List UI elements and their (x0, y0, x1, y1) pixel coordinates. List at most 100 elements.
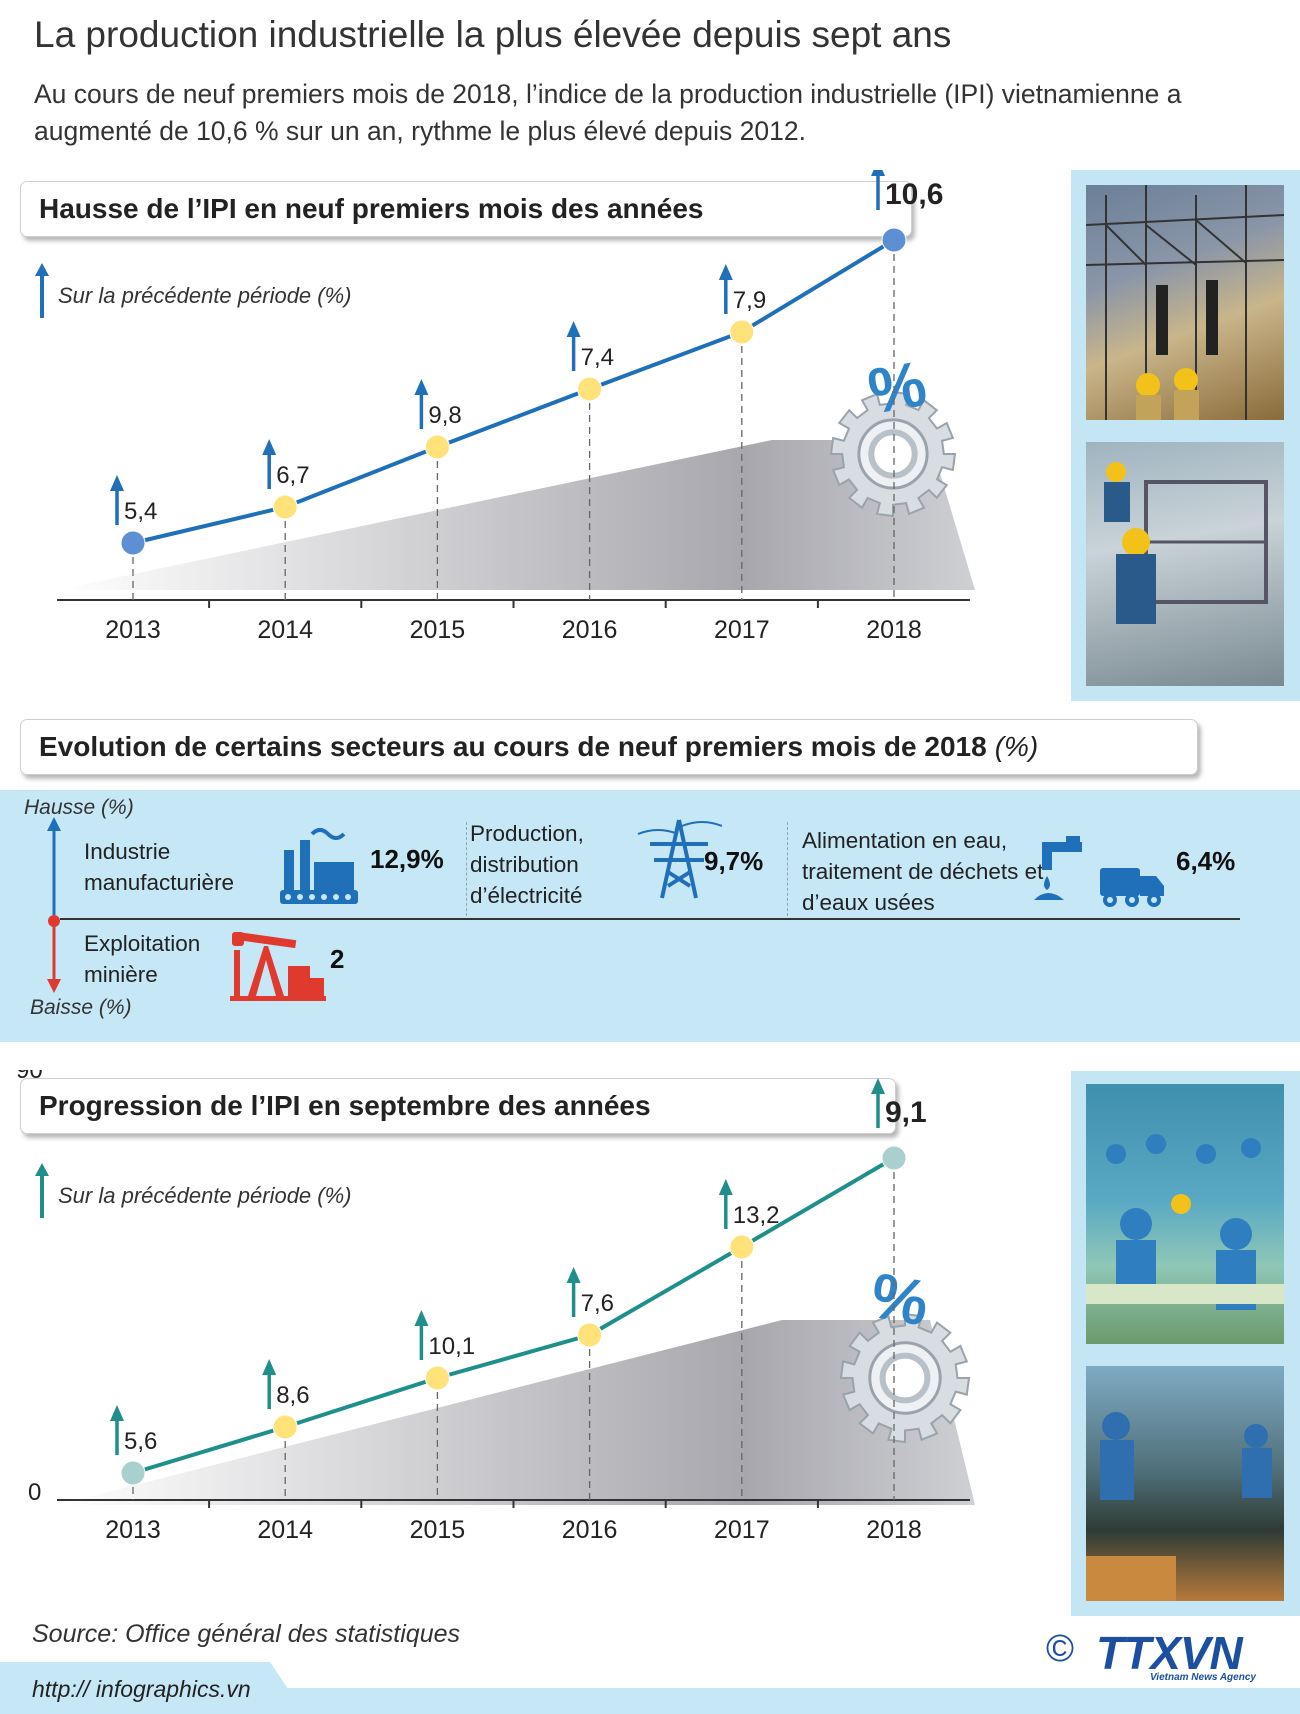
up-arrow-icon (47, 817, 61, 831)
sector-manufacturing-label: Industrie manufacturière (84, 839, 235, 895)
data-label: 9,1 (885, 1096, 927, 1129)
section3-title: Progression de l’IPI en septembre des an… (39, 1090, 651, 1121)
data-label: 6,7 (276, 462, 309, 489)
factory-icon (280, 828, 358, 904)
oil-pump-icon (230, 931, 326, 1001)
data-label: 13,2 (733, 1202, 780, 1229)
photo-electric-substation (1086, 185, 1284, 420)
legend-arrow-icon (33, 1162, 51, 1225)
data-label: 10,1 (428, 1333, 475, 1360)
chart1-svg: % 2013 2014 2015 2016 2017 2018 5,4 6,7 9,8 7,4 7,9… (57, 170, 975, 644)
down-arrow-icon (47, 979, 61, 993)
sector-mining-label: Exploitation minière (84, 931, 201, 987)
sector-electricity-label: Production, distribution d’électricité (470, 821, 584, 908)
background-slope (57, 440, 975, 590)
data-label: 5,4 (124, 498, 157, 525)
copyright-symbol: © (1046, 1628, 1074, 1670)
series-line (132, 238, 896, 545)
photo-panel-bottom (1071, 1071, 1300, 1616)
agency-sub: Vietnam News Agency (1150, 1672, 1256, 1683)
x-tick-label: 2018 (866, 616, 922, 644)
up-arrow-icon (110, 1405, 124, 1455)
section3-legend: Sur la précédente période (%) (58, 1183, 352, 1208)
chart2-svg: % 2013 2014 2015 2016 2017 2018 5,6 8,6 10,1 7,6 13… (16, 1070, 975, 1544)
down-label: Baisse (%) (30, 996, 132, 1019)
x-tick-label: 2017 (714, 1516, 770, 1544)
data-label: 8,6 (276, 1382, 309, 1409)
section1-title: Hausse de l’IPI en neuf premiers mois de… (39, 193, 704, 224)
page-subtitle: Au cours de neuf premiers mois de 2018, … (34, 79, 1182, 146)
data-point (272, 1414, 298, 1440)
photo-food-processing (1086, 1084, 1284, 1344)
data-point (729, 319, 755, 345)
water-truck-icon (1034, 836, 1164, 907)
section2-unit: (%) (994, 731, 1039, 762)
photo-panel-top (1071, 170, 1300, 701)
x-tick-label: 2017 (714, 616, 770, 644)
up-arrow-icon (566, 1267, 581, 1317)
data-point (729, 1234, 755, 1260)
data-point (424, 434, 450, 460)
x-tick-label: 2013 (105, 1516, 161, 1544)
sector-electricity-value: 9,7% (704, 846, 764, 876)
section2-title-box: Evolution de certains secteurs au cours … (20, 719, 1198, 775)
y-tick-label: 90 (16, 1070, 43, 1084)
photo-car-factory (1086, 442, 1284, 686)
x-tick-label: 2015 (410, 1516, 466, 1544)
up-arrow-icon (871, 1078, 885, 1128)
website-link[interactable]: http:// infographics.vn (32, 1676, 251, 1702)
sector-water-label: Alimentation en eau, traitement de déche… (802, 828, 1044, 915)
factory-workers-icon (1104, 462, 1268, 624)
data-label: 5,6 (124, 1428, 157, 1455)
y-tick-label: 0 (28, 1479, 41, 1506)
up-arrow-icon (718, 264, 733, 314)
data-point (577, 1322, 603, 1348)
source-text: Source: Office général des statistiques (32, 1620, 461, 1648)
x-tick-label: 2014 (257, 1516, 313, 1544)
percent-icon: % (866, 1259, 935, 1340)
up-arrow-icon (110, 475, 124, 525)
data-label: 10,6 (885, 178, 943, 211)
sorting-workers-icon (1086, 1412, 1272, 1601)
up-arrow-icon (718, 1179, 733, 1229)
section1-title-box: Hausse de l’IPI en neuf premiers mois de… (20, 181, 912, 237)
series-line (132, 1156, 896, 1475)
gear-icon (829, 390, 957, 518)
data-label: 7,6 (581, 1290, 614, 1317)
direction-axis (47, 817, 61, 993)
data-point (881, 227, 907, 253)
background-slope (57, 1320, 975, 1505)
up-arrow-icon (871, 170, 885, 210)
photo-seafood-sorting (1086, 1366, 1284, 1601)
data-point (881, 1145, 907, 1171)
section3-title-box: Progression de l’IPI en septembre des an… (20, 1078, 896, 1134)
sector-manufacturing-value: 12,9% (370, 844, 444, 874)
section1-legend: Sur la précédente période (%) (58, 283, 352, 308)
up-label: Hausse (%) (24, 796, 134, 819)
data-point (424, 1365, 450, 1391)
sector-water-value: 6,4% (1176, 846, 1236, 876)
data-point (272, 494, 298, 520)
sector-mining-value: 2 (330, 944, 345, 974)
x-tick-label: 2013 (105, 616, 161, 644)
x-tick-label: 2016 (562, 616, 618, 644)
section2-title: Evolution de certains secteurs au cours … (39, 731, 987, 762)
url-banner (0, 1662, 1300, 1714)
sector-divider-1 (466, 822, 468, 916)
up-arrow-icon (262, 1359, 277, 1409)
data-label: 9,8 (428, 402, 461, 429)
percent-icon: % (863, 347, 932, 428)
sectors-band (0, 790, 1300, 1042)
data-point (120, 1460, 146, 1486)
data-point (577, 376, 603, 402)
x-tick-label: 2015 (410, 616, 466, 644)
x-tick-label: 2018 (866, 1516, 922, 1544)
agency-logo: TTXVN (1096, 1627, 1243, 1679)
substation-icon (1086, 185, 1284, 420)
up-arrow-icon (414, 1310, 429, 1360)
up-arrow-icon (566, 321, 581, 371)
page-title: La production industrielle la plus élevé… (34, 14, 952, 55)
x-tick-label: 2016 (562, 1516, 618, 1544)
band-divider-line (60, 918, 1240, 920)
data-point (120, 530, 146, 556)
